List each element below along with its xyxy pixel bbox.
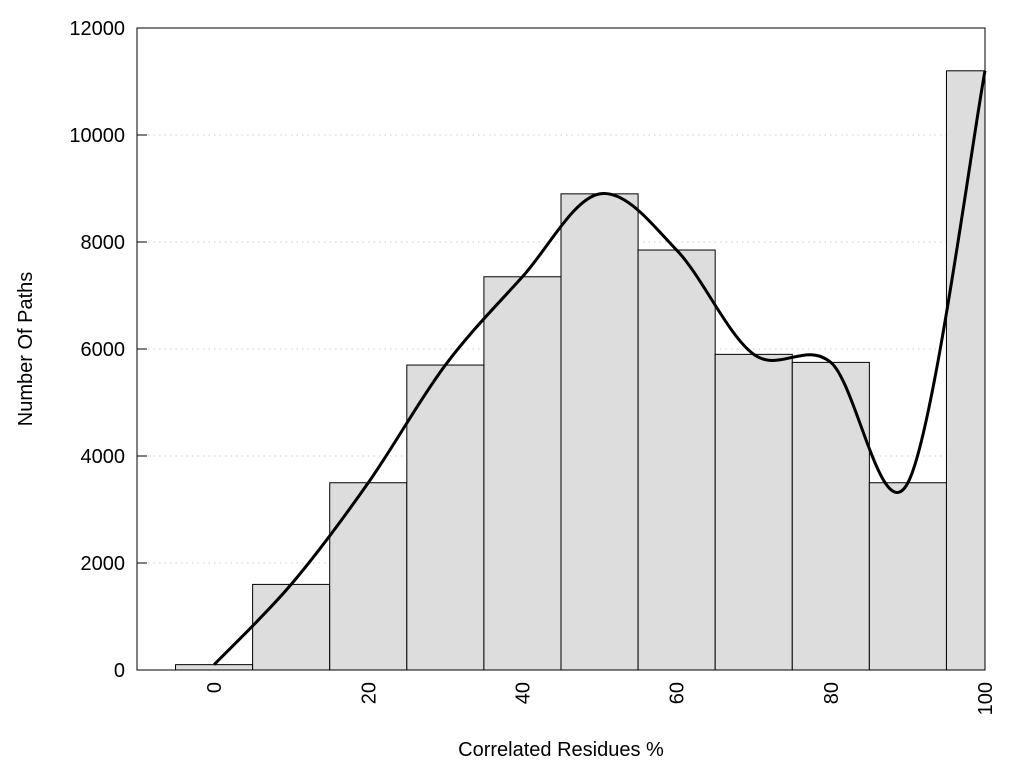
smooth-curve	[213, 70, 987, 666]
y-tick-label: 2000	[81, 553, 126, 575]
bar-30	[406, 364, 485, 671]
y-tick-label: 6000	[81, 339, 126, 361]
y-tick-label: 12000	[69, 18, 125, 40]
x-tick-label: 40	[512, 682, 534, 704]
y-tick-label: 4000	[81, 446, 126, 468]
bar-70	[714, 353, 793, 671]
y-tick-label: 10000	[69, 125, 125, 147]
y-tick-label: 0	[114, 660, 125, 682]
x-tick-label: 80	[821, 682, 843, 704]
x-tick-label: 0	[204, 682, 226, 693]
bar-0	[175, 664, 254, 671]
x-tick-label: 20	[358, 682, 380, 704]
bar-10	[252, 583, 331, 671]
bar-20	[329, 482, 408, 671]
bar-80	[791, 361, 870, 671]
bar-40	[483, 276, 562, 671]
x-tick-label: 60	[667, 682, 689, 704]
bar-90	[868, 482, 947, 671]
bar-60	[637, 249, 716, 671]
y-tick-label: 8000	[81, 232, 126, 254]
x-tick-label: 100	[975, 682, 997, 715]
x-axis-label: Correlated Residues %	[458, 739, 664, 761]
bars	[175, 70, 986, 671]
y-axis-label: Number Of Paths	[15, 272, 37, 427]
x-axis-ticks: 0 20 40 60 80 100	[204, 682, 997, 715]
bar-100	[945, 70, 986, 671]
y-axis-ticks: 0 2000 4000 6000 8000 10000 12000	[69, 18, 147, 682]
bar-50	[560, 193, 639, 671]
